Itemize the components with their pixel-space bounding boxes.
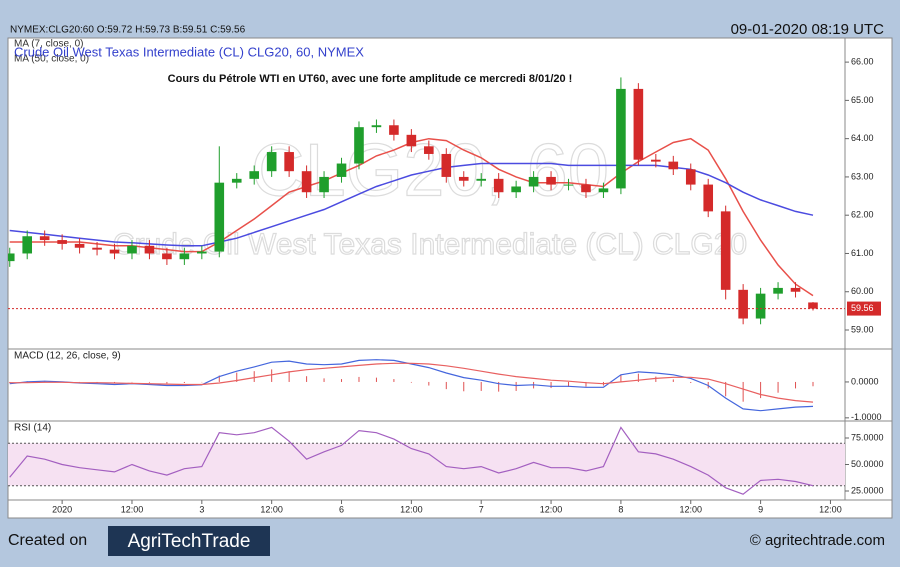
x-tick-label: 2020 <box>52 504 72 514</box>
last-price-box <box>847 301 881 316</box>
candle-body <box>755 293 766 319</box>
x-tick-label: 9 <box>758 504 763 514</box>
panel-title: RSI (14) <box>14 423 51 434</box>
candle-body <box>633 88 644 160</box>
candle-body <box>284 152 294 172</box>
candle-body <box>92 247 102 250</box>
ma-line <box>9 162 814 247</box>
candle-body <box>458 176 469 181</box>
y-tick-label: 25.0000 <box>851 485 884 495</box>
x-tick-label: 12:00 <box>400 504 423 514</box>
candle-body <box>389 125 399 135</box>
y-tick-label: 59.00 <box>851 324 874 334</box>
logo-box <box>108 526 270 556</box>
created-on: Created on <box>8 532 87 549</box>
watermark: CLG20, 60 <box>251 129 609 212</box>
candle-body <box>74 243 85 248</box>
y-tick-label: 66.00 <box>851 56 874 66</box>
candle-body <box>319 176 329 193</box>
candle-body <box>57 240 67 244</box>
x-tick-label: 12:00 <box>121 504 144 514</box>
candle-body <box>249 171 260 179</box>
x-tick-label: 12:00 <box>679 504 702 514</box>
candle-body <box>441 153 452 177</box>
x-tick-label: 12:00 <box>260 504 283 514</box>
candle-body <box>336 163 347 177</box>
candle-body <box>22 236 33 254</box>
candle-body <box>39 236 50 241</box>
candle-body <box>685 169 696 185</box>
y-tick-label: -1.0000 <box>851 412 882 422</box>
y-tick-label: 60.00 <box>851 286 874 296</box>
candle-body <box>109 249 120 254</box>
candle-body <box>738 289 748 319</box>
last-price-label: 59.56 <box>851 303 874 313</box>
candle-body <box>581 184 591 193</box>
candle-body <box>790 287 801 292</box>
candle-body <box>371 125 382 128</box>
rsi-line <box>9 426 814 495</box>
macd-line <box>9 362 814 403</box>
candle-body <box>563 184 574 186</box>
candle-body <box>546 176 556 185</box>
candle-body <box>808 302 818 309</box>
panel-title: MACD (12, 26, close, 9) <box>14 351 121 362</box>
candle-body <box>162 253 172 260</box>
copyright: © agritechtrade.com <box>750 532 885 549</box>
y-tick-label: 62.00 <box>851 210 874 220</box>
candle-body <box>144 245 155 254</box>
candle-body <box>266 152 277 172</box>
candle-body <box>773 287 783 294</box>
candle-body <box>476 178 487 181</box>
y-tick-label: 64.00 <box>851 133 874 143</box>
y-tick-label: 63.00 <box>851 171 874 181</box>
candle-body <box>511 186 521 193</box>
x-tick-label: 12:00 <box>819 504 842 514</box>
y-tick-label: 65.00 <box>851 95 874 105</box>
candle-body <box>231 178 242 183</box>
candle-body <box>720 211 731 290</box>
x-tick-label: 3 <box>199 504 204 514</box>
candle-body <box>598 188 609 193</box>
y-tick-label: 75.0000 <box>851 432 884 442</box>
annotation: Cours du Pétrole WTI en UT60, avec une f… <box>168 73 573 85</box>
candle-body <box>8 253 15 262</box>
candle-body <box>528 176 539 187</box>
candle-body <box>301 171 312 193</box>
candle-body <box>197 251 207 254</box>
candle-body <box>127 245 137 254</box>
candle-body <box>651 159 661 162</box>
y-tick-label: 61.00 <box>851 248 874 258</box>
legend-entry: MA (7, close, 0) <box>14 39 83 50</box>
rsi-band <box>8 443 845 486</box>
chart-frame <box>7 37 893 519</box>
candle-body <box>703 184 714 212</box>
candle-body <box>179 253 190 260</box>
x-tick-label: 6 <box>339 504 344 514</box>
quote-header: NYMEX:CLG20:60 O:59.72 H:59.73 B:59.51 C… <box>10 25 246 36</box>
legend-entry: MA (50, close, 0) <box>14 54 89 65</box>
y-tick-label: 0.0000 <box>851 376 879 386</box>
datetime: 09-01-2020 08:19 UTC <box>731 21 885 38</box>
macd-line <box>9 359 814 412</box>
candle-body <box>493 178 504 193</box>
candle-body <box>354 127 364 164</box>
x-tick-label: 7 <box>479 504 484 514</box>
x-tick-label: 8 <box>618 504 623 514</box>
x-tick-label: 12:00 <box>540 504 563 514</box>
candle-body <box>668 161 679 170</box>
candle-body <box>406 134 417 147</box>
candle-body <box>616 88 626 189</box>
logo: AgriTechTrade <box>128 531 251 552</box>
y-tick-label: 50.0000 <box>851 459 884 469</box>
candle-body <box>214 182 225 252</box>
candle-body <box>424 146 434 154</box>
chart-title: Crude Oil West Texas Intermediate (CL) C… <box>14 44 364 59</box>
